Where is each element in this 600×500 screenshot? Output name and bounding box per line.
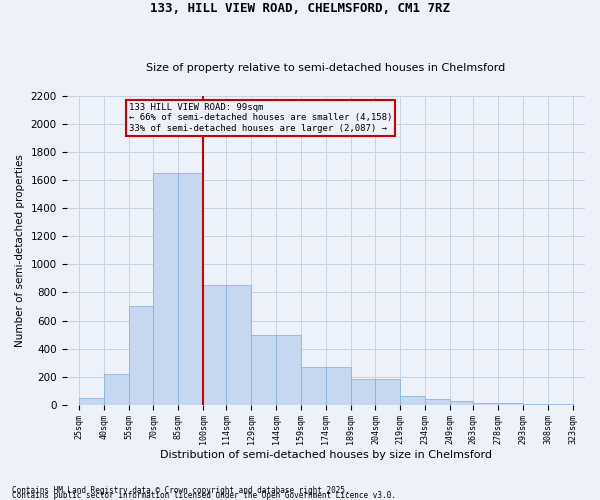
Bar xyxy=(226,286,251,405)
Bar xyxy=(301,367,326,405)
Bar xyxy=(425,399,450,404)
Text: Contains public sector information licensed under the Open Government Licence v3: Contains public sector information licen… xyxy=(12,491,396,500)
Bar xyxy=(376,379,400,404)
Bar xyxy=(104,374,128,404)
Bar xyxy=(450,400,473,404)
Bar xyxy=(251,334,276,404)
Y-axis label: Number of semi-detached properties: Number of semi-detached properties xyxy=(15,154,25,347)
Bar xyxy=(276,334,301,404)
Bar xyxy=(203,286,226,405)
X-axis label: Distribution of semi-detached houses by size in Chelmsford: Distribution of semi-detached houses by … xyxy=(160,450,492,460)
Bar xyxy=(154,173,178,404)
Bar xyxy=(350,380,376,404)
Text: Contains HM Land Registry data © Crown copyright and database right 2025.: Contains HM Land Registry data © Crown c… xyxy=(12,486,350,495)
Text: 133, HILL VIEW ROAD, CHELMSFORD, CM1 7RZ: 133, HILL VIEW ROAD, CHELMSFORD, CM1 7RZ xyxy=(150,2,450,16)
Title: Size of property relative to semi-detached houses in Chelmsford: Size of property relative to semi-detach… xyxy=(146,63,505,73)
Bar xyxy=(128,306,154,404)
Bar xyxy=(400,396,425,404)
Bar xyxy=(79,398,104,404)
Bar xyxy=(178,173,203,404)
Bar xyxy=(326,367,350,405)
Text: 133 HILL VIEW ROAD: 99sqm
← 66% of semi-detached houses are smaller (4,158)
33% : 133 HILL VIEW ROAD: 99sqm ← 66% of semi-… xyxy=(128,103,392,133)
Bar xyxy=(473,402,498,404)
